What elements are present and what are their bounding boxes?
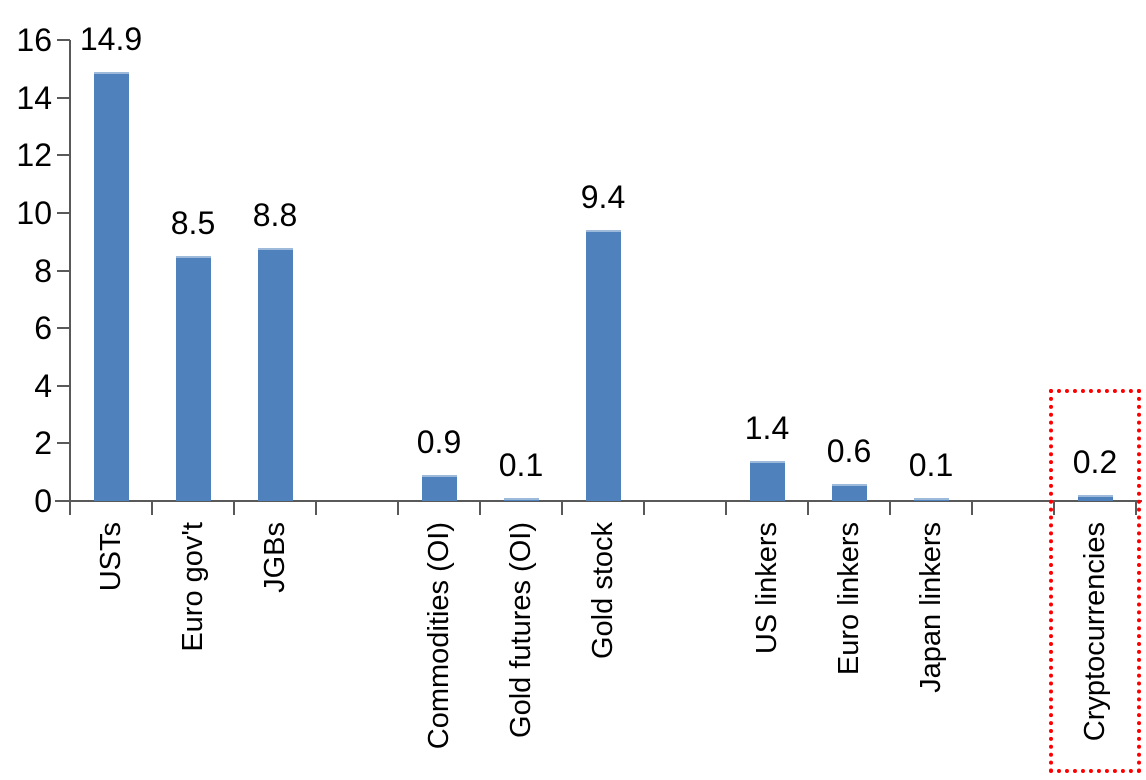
x-axis-tick: [561, 501, 563, 515]
value-label-euro-gov-t: 8.5: [170, 205, 216, 241]
y-axis-tick-label: 12: [16, 137, 52, 173]
category-label-usts: USTs: [95, 522, 127, 592]
value-label-japan-linkers: 0.1: [908, 447, 954, 483]
bar-jgbs: [258, 248, 293, 501]
x-axis-line: [55, 500, 1142, 502]
y-axis-tick-label: 2: [34, 425, 52, 461]
category-label-us-linkers: US linkers: [751, 522, 783, 655]
category-label-euro-linkers: Euro linkers: [833, 522, 865, 676]
category-label-jgbs: JGBs: [259, 522, 291, 593]
category-label-gold-futures-oi: Gold futures (OI): [505, 522, 537, 738]
bar-gold-stock: [586, 230, 621, 501]
y-axis-tick-label: 10: [16, 195, 52, 231]
y-axis-tick-label: 0: [34, 483, 52, 519]
y-axis-tick-label: 6: [34, 310, 52, 346]
highlight-box: [1049, 389, 1141, 773]
y-axis-tick-label: 8: [34, 253, 52, 289]
value-label-us-linkers: 1.4: [744, 410, 790, 446]
value-label-jgbs: 8.8: [252, 197, 298, 233]
bar-euro-linkers: [832, 484, 867, 501]
y-axis-tick: [57, 327, 70, 329]
x-axis-tick: [1053, 501, 1055, 515]
x-axis-tick: [69, 501, 71, 515]
x-axis-tick: [807, 501, 809, 515]
y-axis-tick: [57, 385, 70, 387]
value-label-cryptocurrencies: 0.2: [1072, 444, 1118, 480]
value-label-gold-futures-oi: 0.1: [498, 447, 544, 483]
category-label-commodities-oi: Commodities (OI): [423, 522, 455, 750]
bar-gold-futures-oi: [504, 498, 539, 501]
value-label-usts: 14.9: [79, 21, 143, 57]
y-axis-tick-label: 16: [16, 22, 52, 58]
value-label-gold-stock: 9.4: [580, 179, 626, 215]
x-axis-tick: [479, 501, 481, 515]
x-axis-tick: [1135, 501, 1137, 515]
category-label-japan-linkers: Japan linkers: [915, 522, 947, 693]
x-axis-tick: [151, 501, 153, 515]
x-axis-tick: [233, 501, 235, 515]
x-axis-tick: [397, 501, 399, 515]
y-axis-tick-label: 4: [34, 368, 52, 404]
y-axis-tick: [57, 212, 70, 214]
x-axis-tick: [643, 501, 645, 515]
category-label-euro-gov-t: Euro gov't: [177, 522, 209, 652]
bar-japan-linkers: [914, 498, 949, 501]
y-axis-tick: [57, 500, 70, 502]
value-label-commodities-oi: 0.9: [416, 424, 462, 460]
y-axis-tick: [57, 39, 70, 41]
bar-usts: [94, 72, 129, 501]
y-axis-line: [69, 40, 71, 515]
bar-euro-gov-t: [176, 256, 211, 501]
bar-us-linkers: [750, 461, 785, 501]
x-axis-tick: [315, 501, 317, 515]
x-axis-tick: [889, 501, 891, 515]
y-axis-tick: [57, 270, 70, 272]
bar-commodities-oi: [422, 475, 457, 501]
bar-cryptocurrencies: [1078, 495, 1113, 501]
y-axis-tick: [57, 154, 70, 156]
x-axis-tick: [725, 501, 727, 515]
x-axis-tick: [971, 501, 973, 515]
value-label-euro-linkers: 0.6: [826, 433, 872, 469]
y-axis-tick-label: 14: [16, 80, 52, 116]
y-axis-tick: [57, 97, 70, 99]
y-axis-tick: [57, 442, 70, 444]
category-label-gold-stock: Gold stock: [587, 522, 619, 659]
